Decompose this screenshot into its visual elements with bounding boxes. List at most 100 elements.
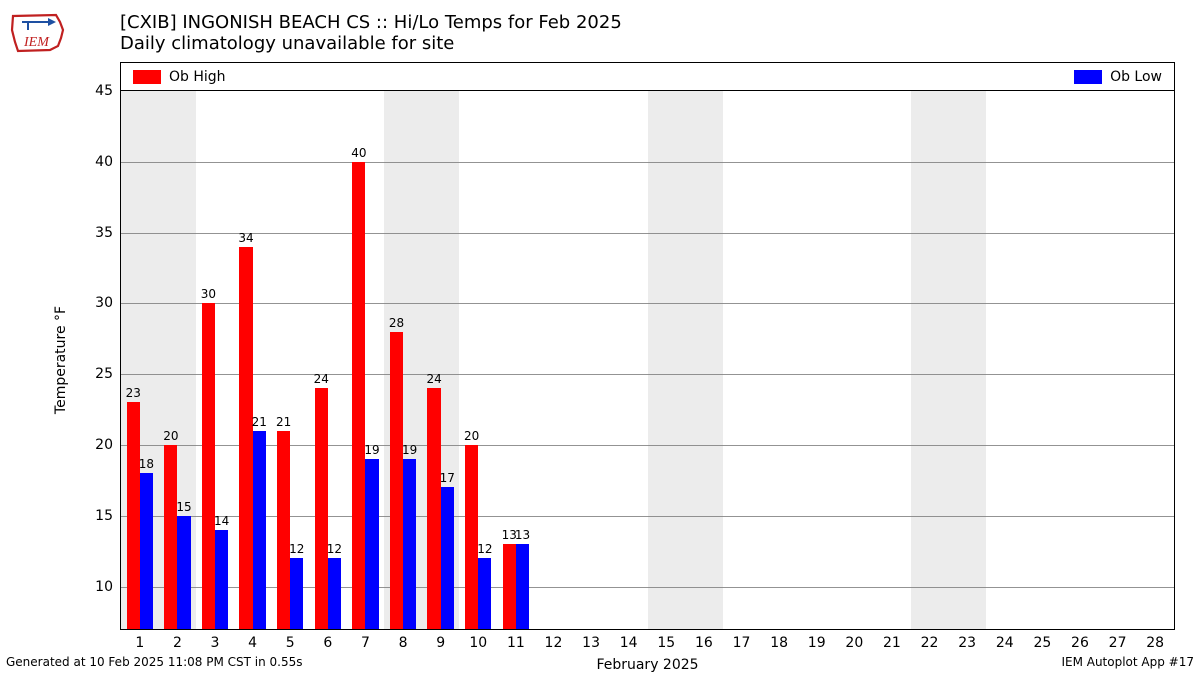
bar-low [253, 431, 266, 629]
bar-low-value: 15 [176, 500, 191, 514]
plot-area: Ob High Ob Low Temperature °F February 2… [120, 62, 1175, 630]
x-tick-label: 8 [399, 635, 408, 651]
bar-high [465, 445, 478, 629]
bar-high-value: 24 [314, 372, 329, 386]
bar-high-value: 21 [276, 415, 291, 429]
y-tick-label: 30 [95, 295, 113, 311]
bar-high [277, 431, 290, 629]
y-tick-label: 25 [95, 366, 113, 382]
x-tick-label: 9 [436, 635, 445, 651]
bar-low-value: 18 [139, 457, 154, 471]
bar-high-value: 34 [238, 231, 253, 245]
x-tick-label: 6 [323, 635, 332, 651]
bar-low [403, 459, 416, 629]
chart-title: [CXIB] INGONISH BEACH CS :: Hi/Lo Temps … [120, 12, 622, 33]
x-tick-label: 15 [657, 635, 675, 651]
gridline [121, 374, 1174, 375]
x-tick-label: 17 [733, 635, 751, 651]
chart-title-block: [CXIB] INGONISH BEACH CS :: Hi/Lo Temps … [120, 12, 622, 54]
footer-app: IEM Autoplot App #17 [1061, 655, 1194, 669]
x-tick-label: 24 [996, 635, 1014, 651]
bar-high [315, 388, 328, 629]
bar-high [202, 303, 215, 629]
legend-label-high: Ob High [169, 69, 226, 85]
legend-swatch-high [133, 70, 161, 84]
bar-low [478, 558, 491, 629]
x-tick-label: 27 [1109, 635, 1127, 651]
y-tick-label: 10 [95, 579, 113, 595]
bar-high-value: 30 [201, 287, 216, 301]
weekend-band [648, 91, 723, 629]
y-axis-label: Temperature °F [53, 306, 69, 414]
bar-low-value: 17 [440, 471, 455, 485]
bar-high-value: 20 [464, 429, 479, 443]
bar-low [215, 530, 228, 629]
x-tick-label: 25 [1033, 635, 1051, 651]
iem-logo: IEM [8, 8, 68, 56]
bar-low-value: 19 [402, 443, 417, 457]
x-tick-label: 3 [211, 635, 220, 651]
y-tick-label: 40 [95, 154, 113, 170]
legend-item-high: Ob High [133, 69, 226, 85]
logo-text: IEM [23, 35, 50, 50]
bar-low [365, 459, 378, 629]
bar-low [441, 487, 454, 629]
bar-low-value: 12 [327, 542, 342, 556]
bar-high-value: 40 [351, 146, 366, 160]
y-tick-label: 20 [95, 437, 113, 453]
logo-arrow-head-icon [48, 18, 56, 26]
bar-high [164, 445, 177, 629]
bar-high-value: 24 [426, 372, 441, 386]
x-tick-label: 23 [958, 635, 976, 651]
x-tick-label: 16 [695, 635, 713, 651]
x-tick-label: 2 [173, 635, 182, 651]
axes: Temperature °F February 2025 10152025303… [120, 90, 1175, 630]
x-tick-label: 19 [808, 635, 826, 651]
bar-high [427, 388, 440, 629]
bar-low-value: 19 [364, 443, 379, 457]
bar-low-value: 12 [289, 542, 304, 556]
bar-low [328, 558, 341, 629]
footer-generated: Generated at 10 Feb 2025 11:08 PM CST in… [6, 655, 303, 669]
bar-high [127, 402, 140, 629]
gridline [121, 303, 1174, 304]
page: IEM [CXIB] INGONISH BEACH CS :: Hi/Lo Te… [0, 0, 1200, 675]
gridline [121, 162, 1174, 163]
x-tick-label: 21 [883, 635, 901, 651]
bar-high [352, 162, 365, 629]
x-tick-label: 14 [620, 635, 638, 651]
x-tick-label: 18 [770, 635, 788, 651]
x-tick-label: 5 [286, 635, 295, 651]
bar-low-value: 14 [214, 514, 229, 528]
legend: Ob High Ob Low [120, 62, 1175, 90]
x-axis-label: February 2025 [596, 657, 698, 673]
bar-low [177, 516, 190, 629]
legend-swatch-low [1074, 70, 1102, 84]
x-tick-label: 26 [1071, 635, 1089, 651]
bar-low [290, 558, 303, 629]
bar-high [503, 544, 516, 629]
bar-low [140, 473, 153, 629]
gridline [121, 233, 1174, 234]
y-tick-label: 15 [95, 508, 113, 524]
bar-low [516, 544, 529, 629]
x-tick-label: 13 [582, 635, 600, 651]
x-tick-label: 11 [507, 635, 525, 651]
bar-low-value: 13 [515, 528, 530, 542]
x-tick-label: 4 [248, 635, 257, 651]
legend-item-low: Ob Low [1074, 69, 1162, 85]
x-tick-label: 20 [845, 635, 863, 651]
bar-low-value: 12 [477, 542, 492, 556]
x-tick-label: 28 [1146, 635, 1164, 651]
y-tick-label: 35 [95, 225, 113, 241]
legend-label-low: Ob Low [1110, 69, 1162, 85]
bar-high-value: 28 [389, 316, 404, 330]
x-tick-label: 1 [135, 635, 144, 651]
bar-high [239, 247, 252, 629]
bar-low-value: 21 [252, 415, 267, 429]
x-tick-label: 7 [361, 635, 370, 651]
weekend-band [911, 91, 986, 629]
y-tick-label: 45 [95, 83, 113, 99]
bar-high [390, 332, 403, 629]
x-tick-label: 12 [545, 635, 563, 651]
